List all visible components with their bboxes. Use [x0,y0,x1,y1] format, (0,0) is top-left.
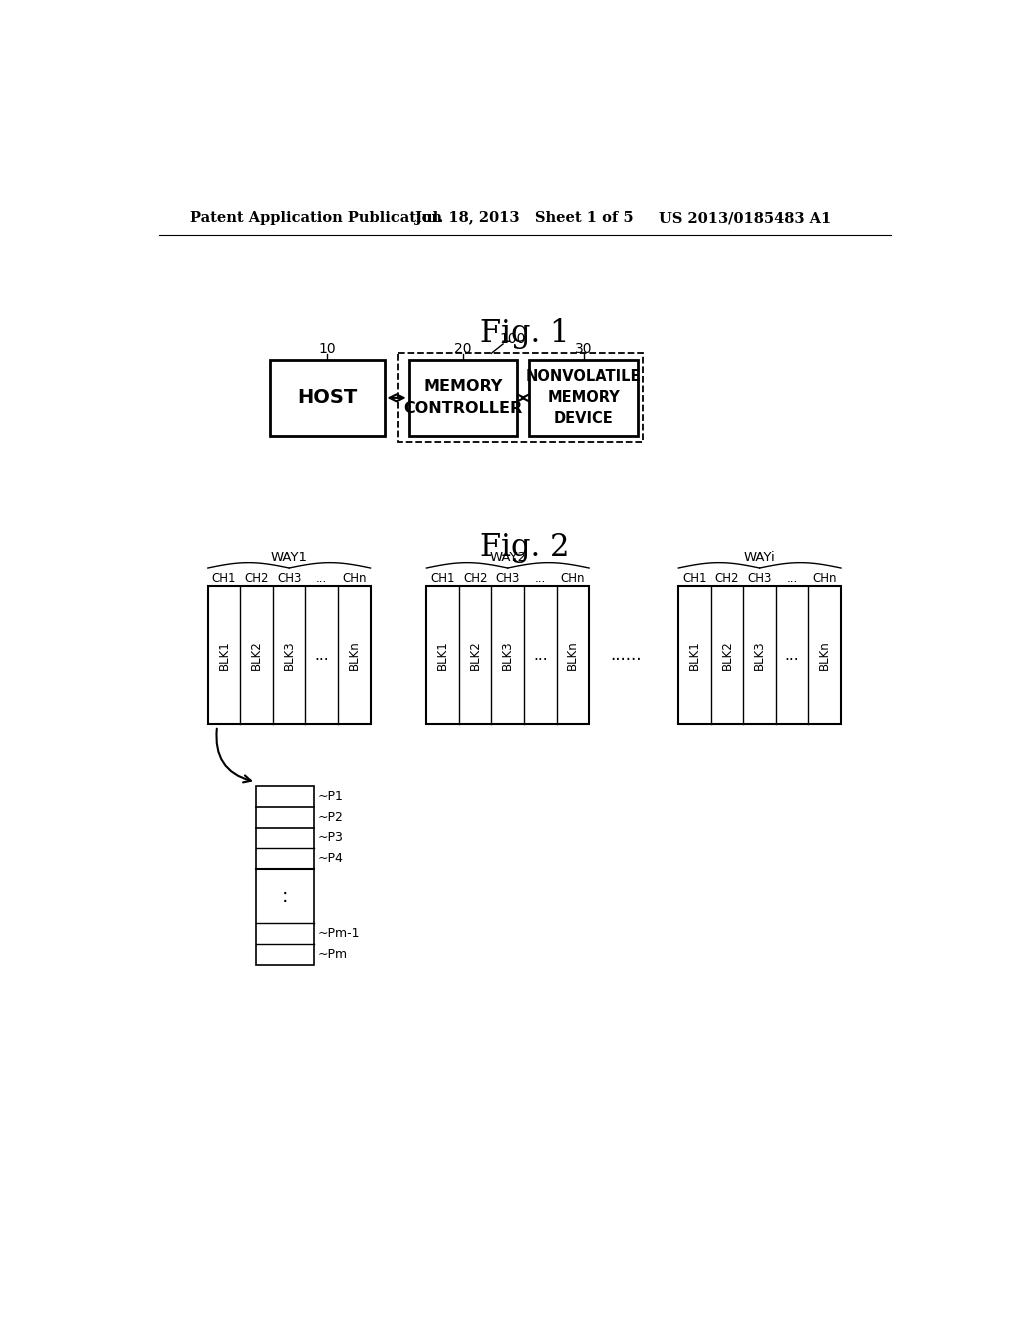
Text: BLK3: BLK3 [753,640,766,669]
Bar [678,586,841,725]
Text: CH1: CH1 [430,573,455,585]
Text: Fig. 2: Fig. 2 [480,532,569,562]
Text: WAYi: WAYi [743,550,775,564]
Text: BLK3: BLK3 [502,640,514,669]
Text: BLKn: BLKn [566,640,580,671]
Text: WAY2: WAY2 [489,550,526,564]
Text: MEMORY
CONTROLLER: MEMORY CONTROLLER [403,379,522,417]
Text: CH1: CH1 [682,573,707,585]
Text: US 2013/0185483 A1: US 2013/0185483 A1 [658,211,831,226]
Text: BLK1: BLK1 [436,640,450,671]
Text: BLKn: BLKn [818,640,831,671]
Text: ~P4: ~P4 [317,853,344,865]
Text: ~P1: ~P1 [317,789,344,803]
Text: ...: ... [314,648,329,663]
Text: BLK3: BLK3 [283,640,296,669]
Text: ......: ...... [610,645,641,664]
Bar [270,360,385,436]
Text: CH3: CH3 [748,573,772,585]
Bar [529,360,638,436]
Text: ~P2: ~P2 [317,810,344,824]
Text: ...: ... [535,573,546,585]
Text: CH2: CH2 [715,573,739,585]
Text: ...: ... [784,648,800,663]
Text: CH2: CH2 [245,573,269,585]
Bar [256,785,314,965]
Text: ~Pm: ~Pm [317,948,348,961]
Text: CH3: CH3 [496,573,520,585]
Text: CHn: CHn [342,573,367,585]
Text: 20: 20 [454,342,471,356]
Text: ...: ... [316,573,328,585]
Bar [398,354,643,442]
Text: CHn: CHn [812,573,837,585]
Text: ...: ... [532,648,548,663]
Text: CH1: CH1 [212,573,237,585]
Text: CH3: CH3 [278,573,301,585]
Text: CHn: CHn [560,573,585,585]
Text: BLK1: BLK1 [218,640,230,671]
Text: BLK2: BLK2 [721,640,733,671]
Text: 100: 100 [500,333,525,346]
Text: BLKn: BLKn [348,640,360,671]
Text: HOST: HOST [297,388,357,408]
Text: NONVOLATILE
MEMORY
DEVICE: NONVOLATILE MEMORY DEVICE [526,370,641,426]
Text: ~Pm-1: ~Pm-1 [317,927,360,940]
Text: ...: ... [786,573,798,585]
Text: BLK1: BLK1 [688,640,701,671]
Text: CH2: CH2 [463,573,487,585]
Bar [409,360,517,436]
Text: 30: 30 [574,342,593,356]
Text: ~P3: ~P3 [317,832,344,845]
Text: Patent Application Publication: Patent Application Publication [190,211,442,226]
Text: WAY1: WAY1 [270,550,307,564]
Text: :: : [282,887,288,906]
Text: BLK2: BLK2 [250,640,263,671]
Text: Fig. 1: Fig. 1 [480,318,569,350]
Text: Jul. 18, 2013   Sheet 1 of 5: Jul. 18, 2013 Sheet 1 of 5 [415,211,634,226]
Text: 10: 10 [318,342,336,356]
Bar [208,586,371,725]
Text: BLK2: BLK2 [469,640,481,671]
Bar [426,586,589,725]
